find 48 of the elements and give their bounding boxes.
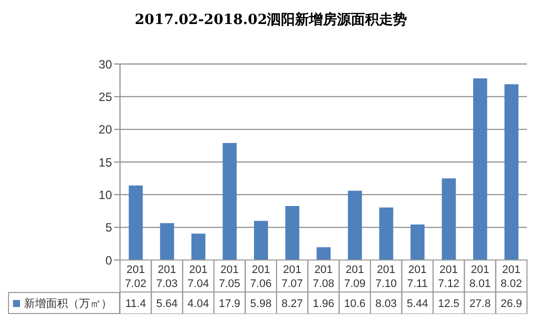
x-tick-label: 2017.08 — [312, 264, 334, 290]
x-tick-label: 2017.06 — [250, 264, 272, 290]
data-label: 12.5 — [438, 298, 460, 310]
x-tick-label: 2017.11 — [407, 264, 428, 290]
data-label: 8.27 — [281, 298, 303, 310]
bar — [442, 178, 456, 260]
data-label: 8.03 — [375, 298, 397, 310]
bar — [160, 223, 174, 260]
x-tick-label: 2017.10 — [375, 264, 397, 290]
data-label: 10.6 — [344, 298, 366, 310]
y-tick-label: 10 — [98, 188, 112, 202]
bar — [254, 220, 268, 260]
data-label: 5.44 — [406, 298, 428, 310]
bar — [128, 186, 143, 260]
bar — [473, 78, 488, 260]
bar — [504, 84, 518, 260]
data-label: 5.64 — [156, 298, 178, 310]
y-tick-label: 15 — [98, 155, 112, 170]
legend-label: 新增面积（万㎡） — [24, 296, 112, 310]
y-tick-label: 0 — [105, 253, 112, 268]
x-tick-label: 2017.05 — [218, 264, 240, 290]
bar — [285, 206, 300, 260]
x-tick-label: 2018.02 — [500, 264, 522, 290]
x-tick-label: 2017.03 — [156, 264, 178, 290]
x-tick-label: 2017.02 — [124, 264, 146, 290]
bar — [379, 208, 394, 260]
x-tick-label: 2017.12 — [438, 264, 460, 290]
x-tick-label: 2018.01 — [469, 264, 491, 290]
bar — [348, 190, 362, 260]
x-tick-label: 2017.07 — [281, 264, 303, 290]
data-label: 4.04 — [188, 298, 209, 310]
y-tick-label: 25 — [98, 90, 112, 104]
chart-title: 2017.02-2018.02泗阳新增房源面积走势 — [134, 10, 408, 30]
data-label: 5.98 — [250, 298, 272, 310]
x-tick-label: 2017.04 — [188, 264, 209, 290]
bar — [191, 234, 206, 260]
bar — [222, 143, 237, 260]
data-label: 26.9 — [500, 298, 522, 310]
data-label: 17.9 — [218, 298, 240, 310]
x-tick-label: 2017.09 — [344, 264, 366, 290]
bar — [316, 247, 331, 260]
data-label: 1.96 — [312, 298, 334, 310]
y-tick-label: 5 — [105, 220, 112, 235]
y-tick-label: 30 — [98, 57, 112, 72]
bar — [410, 224, 425, 260]
y-tick-label: 20 — [98, 122, 112, 137]
data-label: 11.4 — [125, 298, 146, 310]
data-label: 27.8 — [469, 298, 491, 310]
